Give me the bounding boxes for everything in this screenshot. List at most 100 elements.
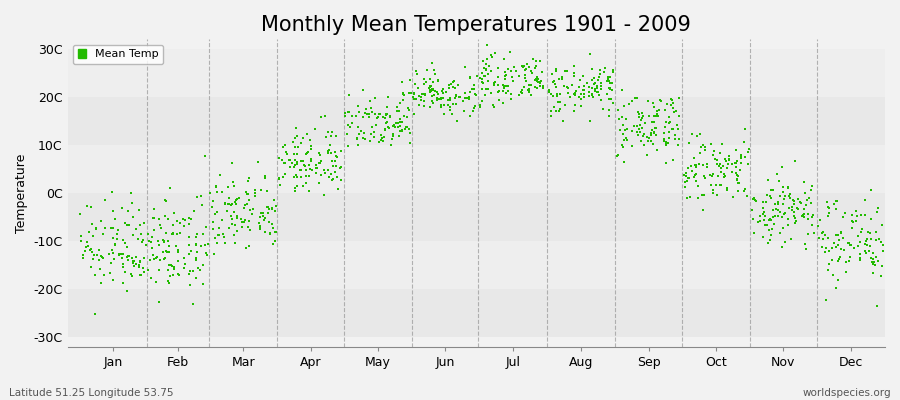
Point: [356, 113, 371, 120]
Point: [800, 197, 814, 204]
Point: [875, 263, 889, 269]
Point: [116, 280, 130, 286]
Point: [379, 112, 393, 118]
Point: [401, 107, 416, 114]
Point: [601, 113, 616, 119]
Point: [483, 52, 498, 58]
Point: [285, 139, 300, 145]
Point: [737, 139, 751, 145]
Point: [105, 250, 120, 256]
Point: [837, 247, 851, 253]
Point: [305, 167, 320, 173]
Point: [108, 241, 122, 247]
Point: [350, 135, 365, 142]
Point: [872, 236, 886, 243]
Point: [544, 91, 558, 98]
Point: [190, 248, 204, 255]
Point: [561, 90, 575, 96]
Point: [456, 108, 471, 114]
Point: [288, 188, 302, 194]
Point: [605, 79, 619, 86]
Point: [780, 184, 795, 190]
Point: [90, 251, 104, 258]
Point: [582, 92, 597, 99]
Point: [636, 113, 651, 120]
Point: [868, 236, 883, 243]
Text: worldspecies.org: worldspecies.org: [803, 388, 891, 398]
Point: [671, 95, 686, 102]
Point: [156, 249, 170, 255]
Point: [262, 206, 276, 212]
Point: [515, 89, 529, 96]
Point: [253, 225, 267, 231]
Point: [298, 151, 312, 158]
Point: [293, 167, 308, 173]
Point: [266, 240, 280, 247]
Point: [206, 198, 220, 204]
Point: [354, 128, 368, 134]
Point: [633, 129, 647, 136]
Bar: [68, 241, 885, 289]
Point: [157, 256, 171, 262]
Point: [635, 110, 650, 116]
Point: [525, 70, 539, 76]
Point: [620, 137, 634, 143]
Point: [378, 115, 392, 121]
Point: [552, 108, 566, 114]
Point: [593, 70, 608, 77]
Point: [393, 116, 408, 122]
Point: [771, 199, 786, 206]
Point: [152, 267, 166, 274]
Point: [425, 98, 439, 104]
Point: [118, 240, 132, 246]
Point: [189, 241, 203, 247]
Point: [688, 164, 703, 170]
Point: [708, 182, 723, 188]
Point: [121, 208, 135, 214]
Point: [746, 196, 760, 202]
Point: [136, 237, 150, 244]
Point: [577, 87, 591, 93]
Point: [606, 67, 620, 74]
Point: [520, 60, 535, 67]
Point: [748, 196, 762, 203]
Point: [463, 89, 477, 95]
Point: [641, 138, 655, 144]
Point: [177, 255, 192, 261]
Point: [125, 200, 140, 207]
Point: [480, 56, 494, 62]
Point: [521, 82, 535, 88]
Point: [688, 162, 703, 168]
Point: [752, 213, 767, 220]
Point: [475, 86, 490, 92]
Point: [480, 42, 494, 49]
Point: [663, 102, 678, 108]
Point: [636, 142, 651, 148]
Point: [788, 158, 802, 164]
Point: [158, 255, 172, 261]
Point: [419, 66, 434, 73]
Point: [303, 156, 318, 162]
Point: [602, 107, 616, 113]
Point: [406, 94, 420, 100]
Point: [153, 222, 167, 228]
Point: [786, 196, 800, 203]
Point: [120, 254, 134, 260]
Point: [658, 106, 672, 113]
Point: [230, 196, 244, 202]
Point: [697, 162, 711, 169]
Point: [423, 86, 437, 93]
Point: [705, 173, 719, 180]
Point: [431, 96, 446, 103]
Point: [700, 164, 715, 170]
Point: [134, 272, 148, 278]
Point: [81, 243, 95, 250]
Point: [423, 103, 437, 110]
Point: [787, 213, 801, 219]
Point: [671, 113, 686, 120]
Point: [546, 79, 561, 85]
Point: [451, 82, 465, 88]
Point: [610, 107, 625, 113]
Point: [630, 129, 644, 136]
Point: [341, 143, 356, 149]
